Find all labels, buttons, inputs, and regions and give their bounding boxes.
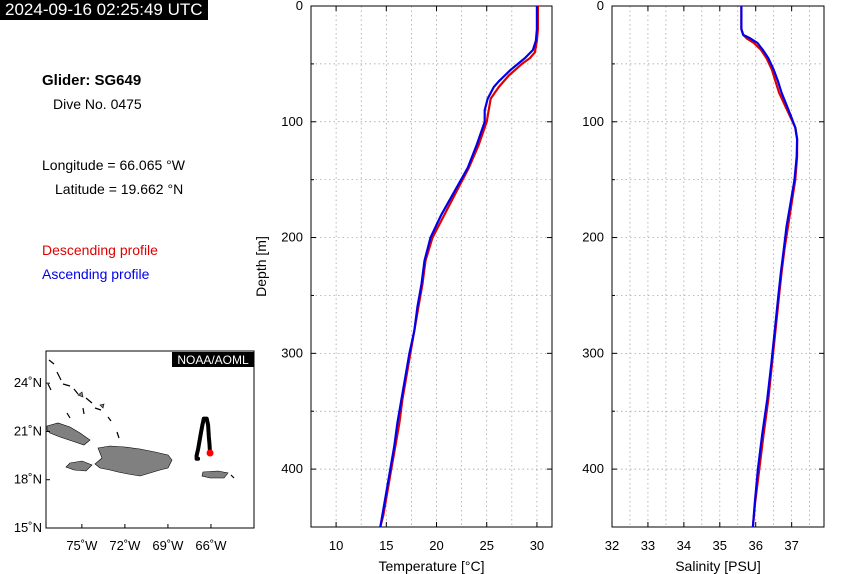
glider-name: Glider: SG649 [42, 72, 142, 89]
ascending-legend: Ascending profile [42, 266, 150, 282]
map-lon-label: 66˚W [195, 538, 227, 553]
dive-number: Dive No. 0475 [53, 96, 142, 112]
descending-legend: Descending profile [42, 242, 158, 258]
map-lon-label: 69˚W [152, 538, 184, 553]
map-land [46, 391, 229, 479]
glider-position-marker [206, 449, 214, 457]
map-lat-label: 21˚N [14, 423, 42, 438]
map-lon-label: 75˚W [66, 538, 98, 553]
map-lon-label: 72˚W [109, 538, 141, 553]
map-lat-label: 24˚N [14, 375, 42, 390]
longitude-readout: Longitude = 66.065 °W [42, 157, 185, 173]
map-bahamas [47, 359, 235, 479]
map-lat-label: 18˚N [14, 472, 42, 487]
glider-track [194, 416, 212, 461]
timestamp: 2024-09-16 02:25:49 UTC [0, 0, 208, 20]
latitude-readout: Latitude = 19.662 °N [55, 181, 184, 197]
map-credit-box [172, 352, 254, 367]
map-credit: NOAA/AOML [177, 353, 249, 367]
map-lat-label: 15˚N [14, 520, 42, 535]
